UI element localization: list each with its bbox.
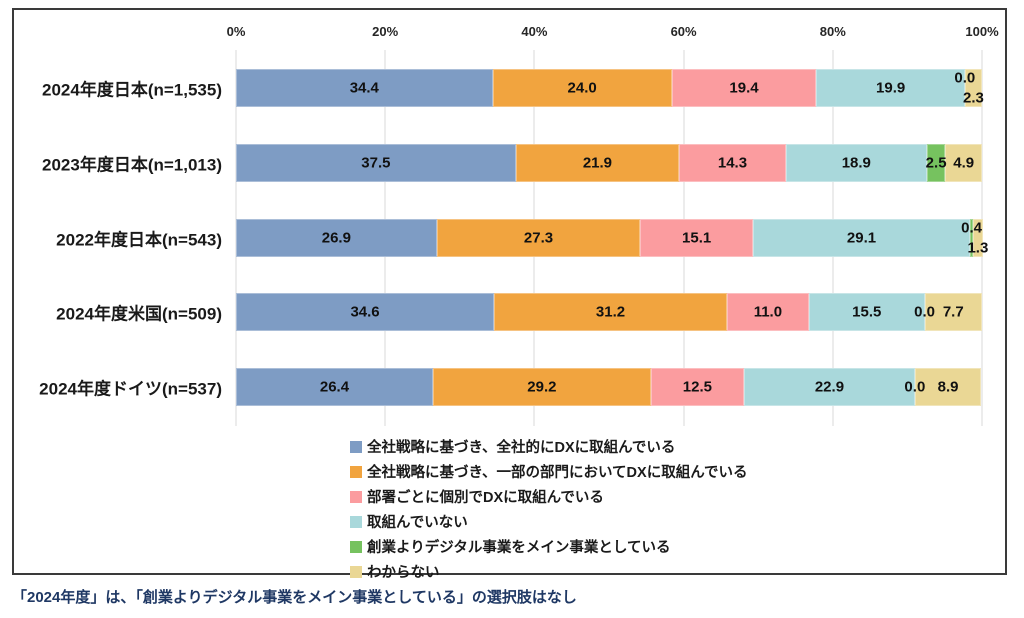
bar-value-label: 0.0 (904, 378, 926, 396)
legend-item: わからない (350, 559, 747, 584)
legend-swatch (350, 440, 362, 453)
bar-value-label: 26.9 (321, 229, 351, 246)
bar-segment (515, 143, 680, 182)
category-label: 2024年度日本(n=1,535) (42, 80, 222, 100)
bar-value-label: 1.3 (967, 239, 989, 256)
bar-value-label: 15.5 (852, 303, 882, 321)
legend-label: 全社戦略に基づき、全社的にDXに取組んでいる (367, 440, 676, 456)
bar-segment (973, 218, 983, 257)
bar-value-label: 4.9 (953, 154, 975, 172)
bar-value-label: 34.4 (349, 79, 379, 97)
footnote: 「2024年度」は、「創業よりデジタル事業をメイン事業としている」の選択肢はなし (12, 589, 577, 606)
bar-segment (744, 368, 915, 406)
bar-value-label: 24.0 (567, 79, 597, 97)
legend-label: 全社戦略に基づき、一部の部門においてDXに取組んでいる (367, 465, 748, 481)
legend-swatch (350, 465, 362, 478)
x-axis-tick-label: 40% (521, 24, 548, 39)
bar-row: 26.9 27.3 15.1 29.1 0.4 1.3 (236, 218, 988, 257)
bar-value-label: 2.3 (962, 89, 984, 107)
bar-segment (236, 218, 437, 257)
bar-segment (926, 143, 946, 182)
bar-segment (236, 293, 495, 332)
bar-row: 34.4 24.0 19.4 19.9 0.0 2.3 (236, 69, 984, 107)
bar-value-label: 11.0 (753, 303, 783, 321)
legend-swatch (350, 515, 362, 528)
x-axis-tick-label: 100% (965, 24, 999, 39)
bar-segment (785, 143, 927, 182)
bar-value-label: 26.4 (319, 378, 350, 396)
bar-value-label: 2.5 (925, 154, 947, 172)
bar-segment (970, 218, 974, 257)
legend-item: 創業よりデジタル事業をメイン事業としている (350, 534, 747, 559)
bar-value-label: 18.9 (841, 154, 871, 172)
bar-segment (236, 143, 516, 182)
bar-value-label: 37.5 (361, 154, 391, 172)
bar-value-label: 12.5 (682, 378, 712, 396)
bar-value-label: 7.7 (942, 303, 964, 321)
bar-segment (650, 368, 745, 406)
legend-label: 部署ごとに個別でDXに取組んでいる (367, 490, 604, 506)
legend-swatch (350, 540, 362, 553)
bar-segment (752, 218, 971, 257)
bar-segment (945, 143, 982, 182)
bar-row: 26.4 29.2 12.5 22.9 0.0 8.9 (236, 368, 982, 406)
bar-segment (726, 293, 809, 332)
bar-value-label: 19.9 (876, 79, 906, 97)
x-axis-tick-label: 80% (819, 24, 846, 39)
x-axis-tick-label: 0% (226, 24, 246, 39)
bar-segment (808, 293, 925, 332)
legend-item: 取組んでいない (350, 509, 747, 534)
category-label: 2024年度米国(n=509) (56, 304, 222, 324)
legend-label: 創業よりデジタル事業をメイン事業としている (367, 540, 671, 556)
bar-row: 34.6 31.2 11.0 15.5 0.0 7.7 (236, 293, 982, 332)
x-axis-tick-label: 60% (670, 24, 697, 39)
bar-segment (914, 368, 982, 406)
bar-value-label: 0.0 (954, 69, 976, 87)
legend-swatch (350, 565, 362, 578)
legend-label: わからない (367, 565, 440, 581)
plot-area: 0% 20% 40% 60% 80% 100% 34.4 24.0 19.4 19.9 0.0 2.3… (227, 24, 999, 426)
chart-frame: 2024年度日本(n=1,535) 2023年度日本(n=1,013) 2022年度… (12, 8, 1007, 581)
bar-value-label: 15.1 (682, 229, 712, 246)
bar-segment (436, 218, 641, 257)
bar-segment (671, 69, 817, 107)
bar-segment (432, 368, 651, 406)
category-label: 2023年度日本(n=1,013) (42, 155, 222, 175)
bar-value-label: 27.3 (523, 229, 554, 246)
bar-value-label: 0.0 (914, 303, 935, 321)
legend-item: 全社戦略に基づき、一部の部門においてDXに取組んでいる (350, 459, 747, 484)
category-axis: 2024年度日本(n=1,535) 2023年度日本(n=1,013) 2022年度… (34, 50, 222, 426)
bar-segment (640, 218, 753, 257)
bar-value-label: 0.4 (961, 219, 982, 236)
bar-segment (679, 143, 786, 182)
legend-item: 部署ごとに個別でDXに取組んでいる (350, 484, 747, 509)
legend: 全社戦略に基づき、全社的にDXに取組んでいる全社戦略に基づき、一部の部門において… (350, 434, 747, 584)
bar-value-label: 21.9 (582, 154, 613, 172)
bar-segment (494, 293, 727, 332)
legend-item: 全社戦略に基づき、全社的にDXに取組んでいる (350, 434, 747, 459)
bar-segment (492, 69, 672, 107)
x-axis-tick-label: 20% (372, 24, 399, 39)
bar-value-label: 34.6 (350, 303, 380, 321)
bar-value-label: 22.9 (814, 378, 845, 396)
bar-segment (816, 69, 965, 107)
bar-value-label: 31.2 (595, 303, 626, 321)
bar-value-label: 29.1 (846, 229, 877, 246)
bar-segment (964, 69, 982, 107)
bar-value-label: 19.4 (729, 79, 759, 97)
bar-segment (924, 293, 982, 332)
bar-row: 37.5 21.9 14.3 18.9 2.5 4.9 (236, 143, 982, 182)
legend-swatch (350, 490, 362, 503)
bar-value-label: 29.2 (527, 378, 557, 396)
category-label: 2022年度日本(n=543) (56, 230, 222, 249)
bar-segment (236, 69, 493, 107)
legend-label: 取組んでいない (367, 515, 468, 531)
category-label: 2024年度ドイツ(n=537) (39, 379, 222, 399)
bar-segment (236, 368, 433, 406)
bar-value-label: 14.3 (717, 154, 748, 172)
bar-value-label: 8.9 (937, 378, 959, 396)
